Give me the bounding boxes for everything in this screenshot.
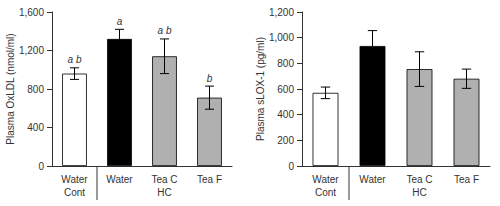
svg-text:Tea F: Tea F (197, 174, 222, 185)
svg-text:1,600: 1,600 (19, 7, 44, 18)
svg-text:Tea F: Tea F (454, 174, 479, 185)
svg-text:0: 0 (288, 161, 294, 172)
svg-text:1,200: 1,200 (19, 45, 44, 56)
svg-text:Tea C: Tea C (406, 174, 432, 185)
svg-text:a: a (117, 16, 123, 27)
svg-text:Plasma sLOX-1 (pg/ml): Plasma sLOX-1 (pg/ml) (255, 37, 266, 141)
svg-text:b: b (207, 73, 213, 84)
svg-text:Tea C: Tea C (151, 174, 177, 185)
svg-text:600: 600 (277, 84, 294, 95)
svg-text:Water: Water (312, 174, 339, 185)
svg-text:0: 0 (38, 161, 44, 172)
svg-text:Water: Water (106, 174, 133, 185)
svg-text:1,000: 1,000 (269, 32, 294, 43)
svg-text:800: 800 (27, 84, 44, 95)
svg-text:Cont: Cont (315, 187, 336, 198)
svg-text:a b: a b (158, 25, 172, 36)
svg-text:a b: a b (68, 54, 82, 65)
svg-text:400: 400 (277, 109, 294, 120)
svg-text:HC: HC (157, 187, 171, 198)
svg-text:1,200: 1,200 (269, 7, 294, 18)
svg-text:HC: HC (412, 187, 426, 198)
svg-text:Plasma OxLDL (nmol/ml): Plasma OxLDL (nmol/ml) (5, 33, 16, 144)
svg-text:Water: Water (61, 174, 88, 185)
svg-text:400: 400 (27, 122, 44, 133)
svg-text:200: 200 (277, 135, 294, 146)
svg-text:Cont: Cont (64, 187, 85, 198)
svg-text:Water: Water (359, 174, 386, 185)
svg-text:800: 800 (277, 58, 294, 69)
